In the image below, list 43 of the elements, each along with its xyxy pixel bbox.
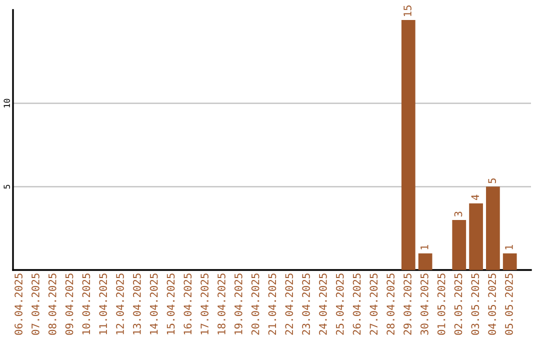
data-label: 3	[454, 212, 462, 217]
bar	[469, 203, 483, 270]
bar	[418, 253, 432, 270]
x-tick-label: 22.04.2025	[285, 274, 294, 335]
x-tick-label: 24.04.2025	[319, 274, 327, 335]
x-tick-label: 11.04.2025	[99, 274, 108, 334]
x-tick-label: 12.04.2025	[116, 274, 124, 334]
x-tick-label: 04.05.2025	[488, 274, 496, 335]
x-tick-label: 03.05.2025	[471, 274, 480, 335]
x-tick-label: 21.04.2025	[268, 274, 276, 335]
x-tick-label: 19.04.2025	[234, 274, 242, 334]
bar	[486, 186, 500, 270]
x-tick-label: 06.04.2025	[14, 274, 22, 335]
x-tick-label: 07.04.2025	[32, 274, 40, 335]
x-tick-label: 05.05.2025	[505, 274, 513, 335]
data-label: 1	[505, 244, 513, 250]
x-tick-label: 28.04.2025	[386, 274, 395, 335]
x-tick-label: 14.04.2025	[150, 274, 158, 334]
bar	[401, 20, 416, 270]
x-tick-label: 29.04.2025	[404, 274, 412, 335]
x-tick-label: 27.04.2025	[370, 274, 378, 335]
data-label: 15	[404, 6, 412, 16]
bar	[452, 220, 466, 270]
x-tick-label: 23.04.2025	[302, 274, 310, 335]
x-tick-label: 13.04.2025	[132, 274, 141, 334]
x-tick-label: 10.04.2025	[82, 274, 90, 334]
x-tick-label: 16.04.2025	[184, 274, 192, 334]
x-tick-label: 20.04.2025	[251, 274, 260, 335]
data-label: 5	[488, 178, 496, 184]
bar	[502, 253, 517, 270]
x-tick-label: 08.04.2025	[48, 274, 56, 335]
x-tick-label: 09.04.2025	[65, 274, 74, 335]
y-tick-label: 10	[4, 98, 10, 108]
x-tick-label: 30.04.2025	[420, 274, 428, 335]
x-tick-label: 26.04.2025	[352, 274, 361, 335]
x-tick-label: 25.04.2025	[336, 274, 344, 335]
x-tick-label: 01.05.2025	[437, 274, 446, 335]
x-tick-label: 17.04.2025	[200, 274, 209, 334]
x-tick-label: 15.04.2025	[166, 274, 175, 334]
data-label: 1	[420, 244, 428, 250]
x-tick-label: 18.04.2025	[218, 274, 226, 334]
data-label: 4	[471, 194, 479, 200]
x-tick-label: 02.05.2025	[454, 274, 462, 335]
